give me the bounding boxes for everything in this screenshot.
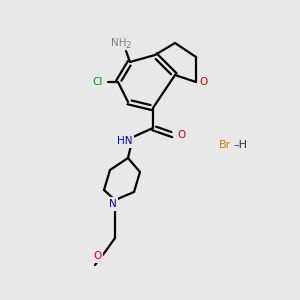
Text: HN: HN xyxy=(117,136,133,146)
Text: –H: –H xyxy=(233,140,247,150)
Text: O: O xyxy=(177,130,185,140)
Text: Br: Br xyxy=(219,140,231,150)
Text: O: O xyxy=(93,251,101,261)
Text: Cl: Cl xyxy=(93,77,103,87)
Text: N: N xyxy=(109,199,117,209)
Text: O: O xyxy=(200,77,208,87)
Text: NH: NH xyxy=(111,38,127,48)
Text: 2: 2 xyxy=(125,41,131,50)
